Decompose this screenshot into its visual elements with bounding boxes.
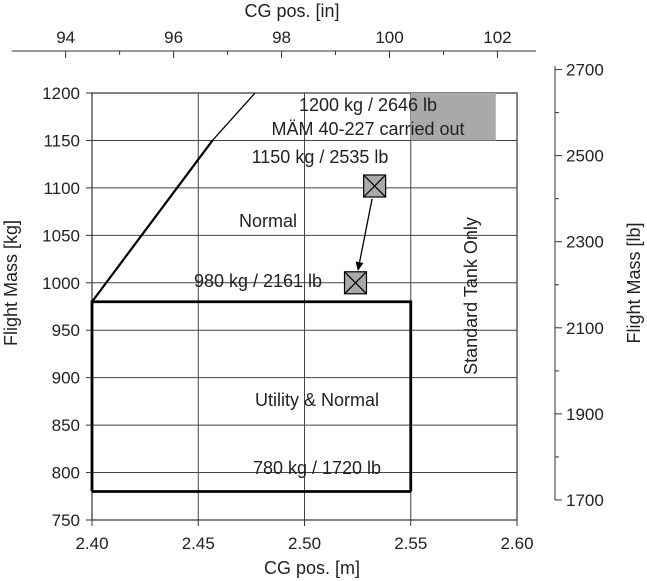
- x-tick-label-1: 2.45: [182, 534, 215, 553]
- top-tick-label-1: 96: [164, 28, 183, 47]
- right-axis-title: Flight Mass [lb]: [624, 222, 644, 343]
- y-tick-label-7: 1100: [43, 179, 80, 198]
- plot-area: [90, 92, 496, 493]
- right-tick-label-5: 2700: [566, 61, 604, 80]
- top-tick-label-3: 100: [375, 28, 403, 47]
- label-utility-limit: 980 kg / 2161 lb: [194, 271, 322, 291]
- right-tick-label-2: 2100: [566, 319, 604, 338]
- top-tick-label-0: 94: [56, 28, 75, 47]
- marker-cross-b-1: [344, 271, 367, 295]
- label-mtow-extended: 1200 kg / 2646 lb: [299, 95, 437, 115]
- right-tick-label-0: 1700: [566, 491, 604, 510]
- y-axis-title: Flight Mass [kg]: [1, 220, 21, 346]
- marker-cross-b-0: [363, 174, 387, 198]
- label-utility-normal: Utility & Normal: [255, 390, 379, 410]
- right-tick-label-4: 2500: [566, 147, 604, 166]
- right-tick-label-3: 2300: [566, 233, 604, 252]
- y-tick-label-0: 750: [52, 511, 80, 530]
- x-tick-label-4: 2.60: [500, 534, 533, 553]
- label-standard-tank: Standard Tank Only: [461, 217, 481, 375]
- label-mtow-normal: 1150 kg / 2535 lb: [252, 147, 389, 167]
- y-tick-label-2: 850: [52, 416, 80, 435]
- top-tick-label-2: 98: [272, 28, 291, 47]
- utility-envelope-line: [90, 300, 413, 492]
- x-tick-label-3: 2.55: [394, 534, 427, 553]
- shaded-region-extended: [410, 93, 496, 141]
- marker-arrow: [355, 198, 373, 272]
- y-tick-label-1: 800: [52, 464, 80, 483]
- label-min-mass: 780 kg / 1720 lb: [253, 458, 381, 478]
- x-tick-label-0: 2.40: [75, 534, 108, 553]
- top-axis-title: CG pos. [in]: [244, 1, 339, 21]
- normal-envelope-forward-line: [91, 139, 214, 303]
- y-tick-label-3: 900: [52, 369, 80, 388]
- normal-envelope-extended-line: [212, 92, 256, 141]
- top-tick-label-4: 102: [483, 28, 511, 47]
- y-tick-label-4: 950: [52, 321, 80, 340]
- y-tick-label-9: 1200: [42, 84, 80, 103]
- label-mtow-extended-sub: MÄM 40-227 carried out: [271, 119, 464, 139]
- y-tick-label-5: 1000: [42, 274, 80, 293]
- x-tick-label-2: 2.50: [288, 534, 321, 553]
- label-normal: Normal: [239, 211, 297, 231]
- y-tick-label-6: 1050: [42, 226, 80, 245]
- y-tick-label-8: 1150: [43, 131, 80, 150]
- right-tick-label-1: 1900: [566, 405, 604, 424]
- x-axis-title: CG pos. [m]: [264, 558, 360, 578]
- axes: 2.40 2.45 2.50 2.55 2.60 750 800 850 900 950 1000 1…: [11, 28, 604, 553]
